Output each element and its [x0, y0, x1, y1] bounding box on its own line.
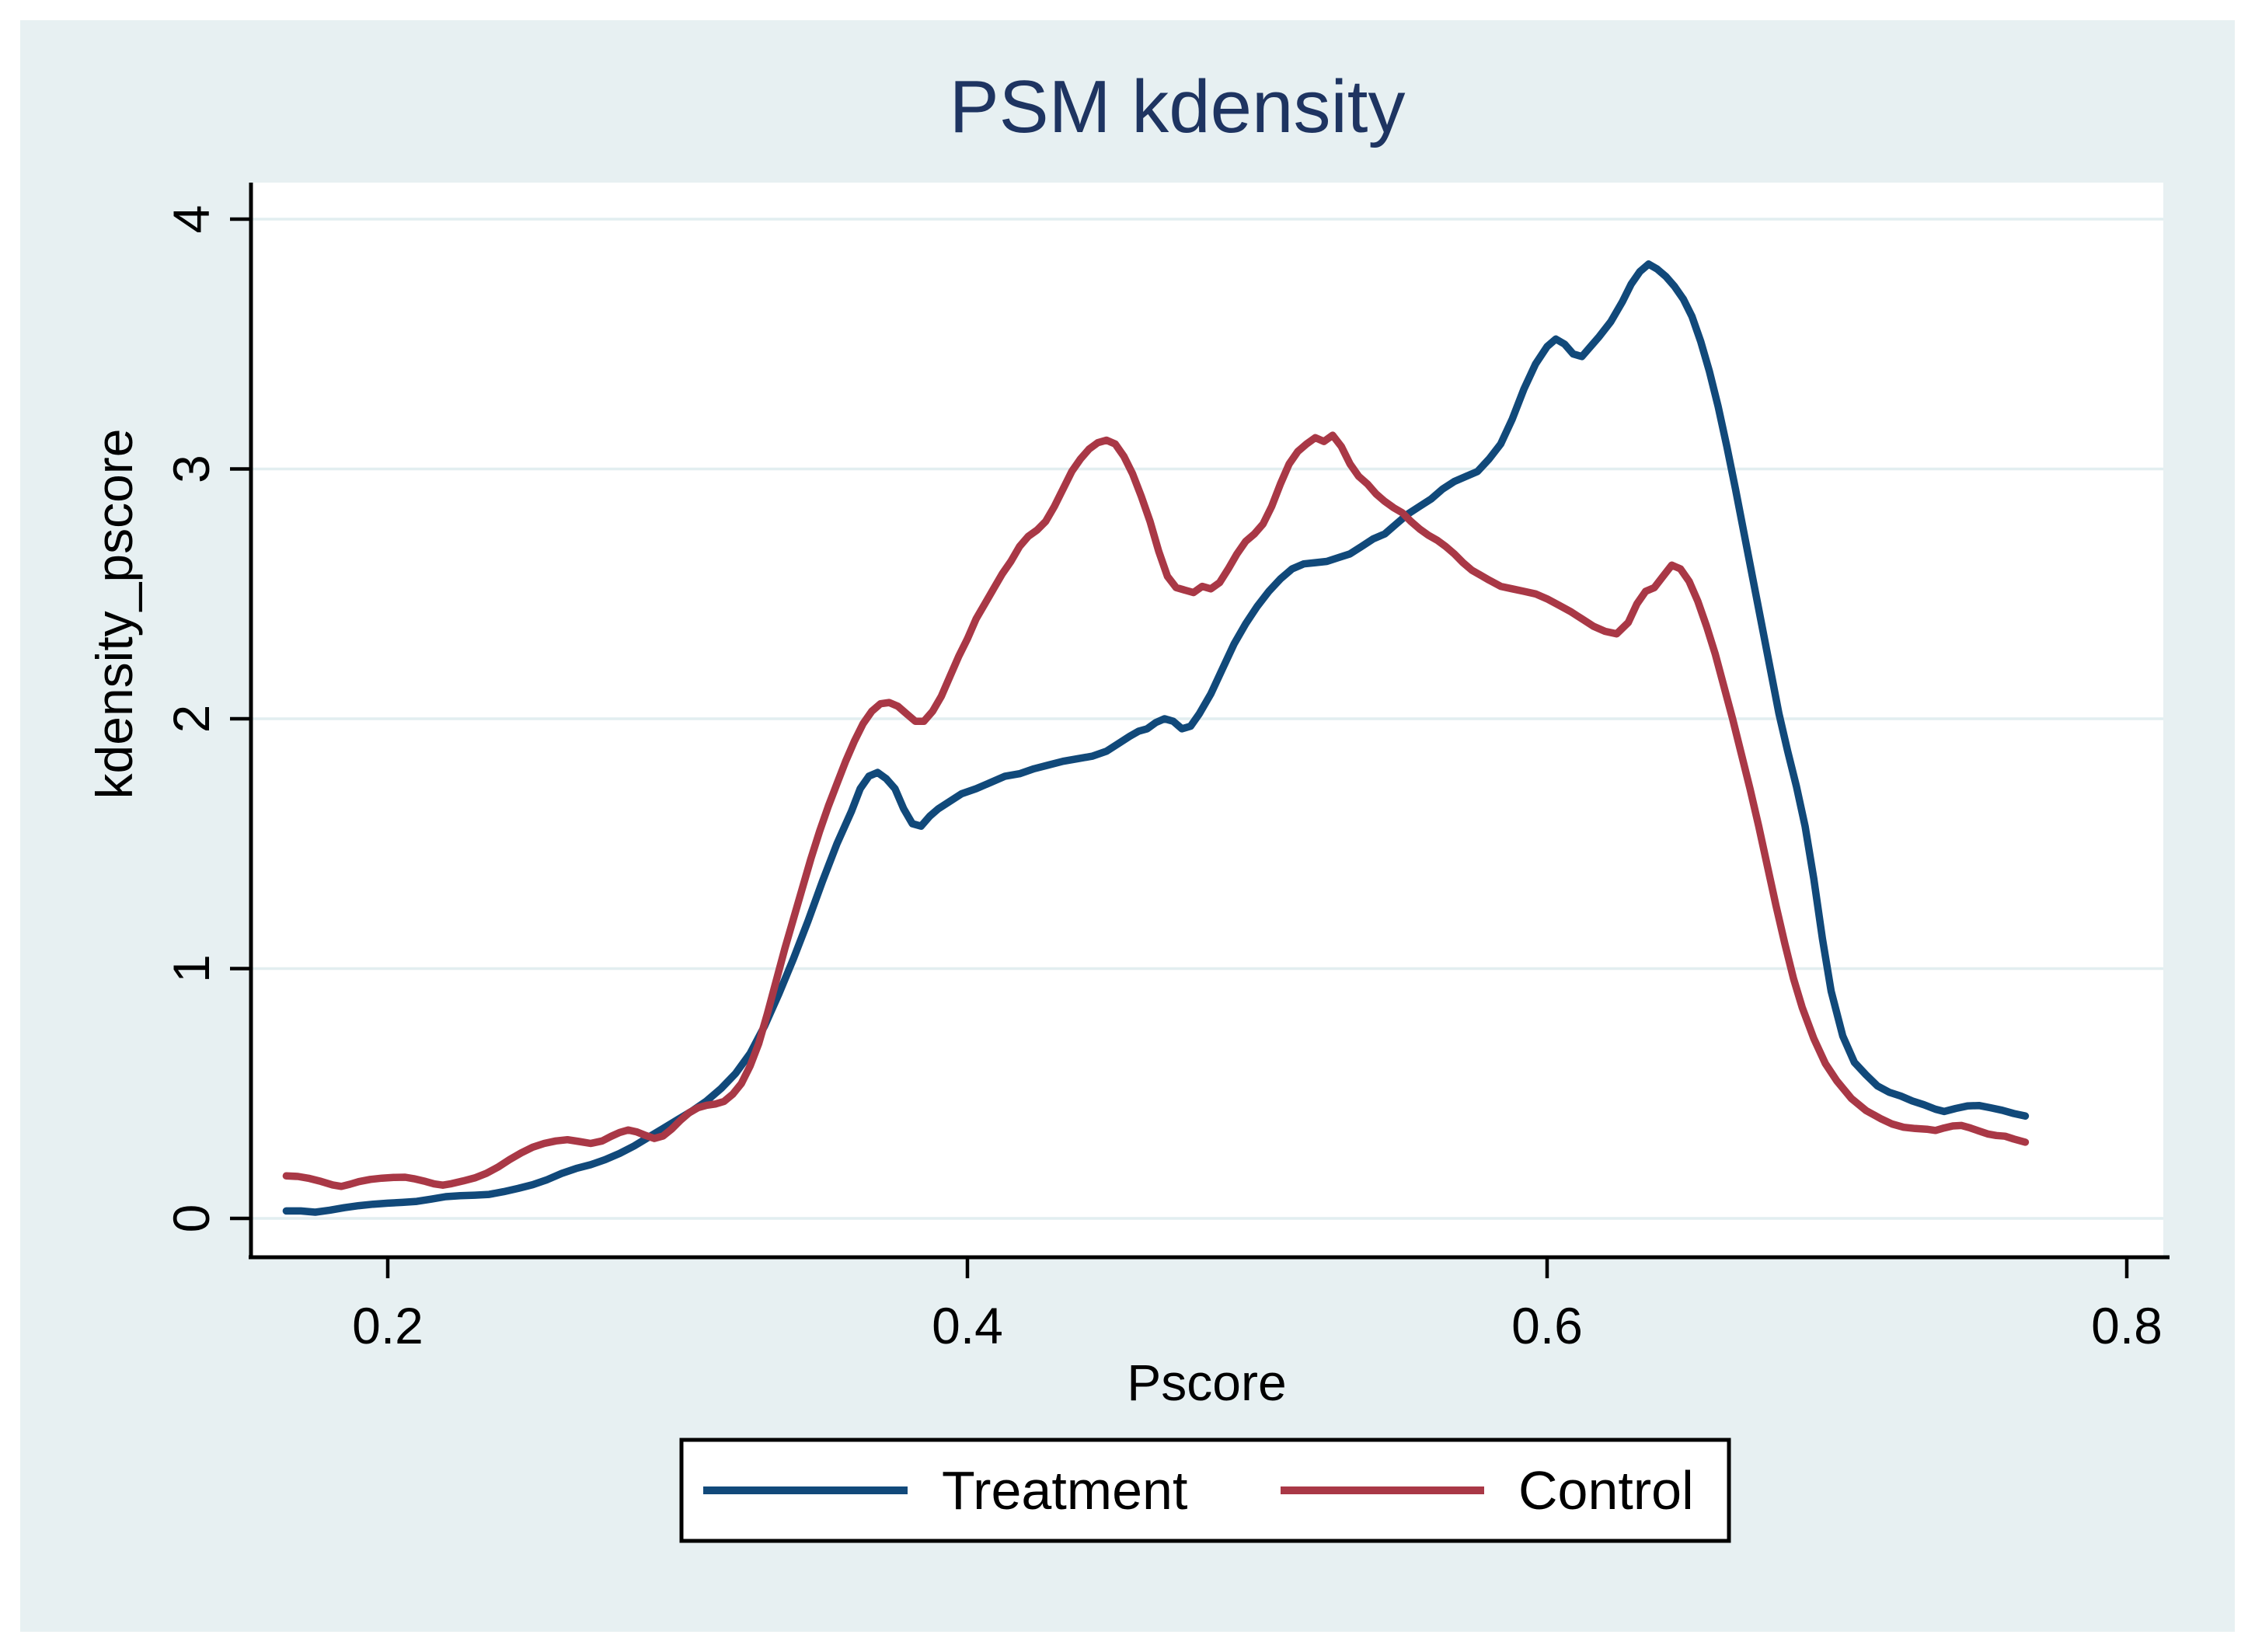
x-tick-label-0.8: 0.8 [2091, 1297, 2163, 1354]
legend-items: Treatment Control [703, 1460, 1694, 1521]
x-axis-title: Pscore [1127, 1354, 1286, 1411]
y-tick-label-3: 3 [162, 455, 220, 483]
x-tick-label-0.2: 0.2 [352, 1297, 423, 1354]
gridlines [251, 218, 2163, 1220]
y-tick-label-4: 4 [162, 205, 220, 234]
legend: Treatment Control [679, 1438, 1731, 1543]
y-tick-label-1: 1 [162, 954, 220, 983]
y-tick-label-0: 0 [162, 1204, 220, 1233]
y-axis-title: kdensity_pscore [85, 429, 143, 800]
density-curves [282, 260, 2030, 1216]
x-tick-label-0.6: 0.6 [1511, 1297, 1583, 1354]
y-tick-label-2: 2 [162, 705, 220, 734]
y-axis-ticks: 0 1 2 3 4 [162, 205, 251, 1233]
legend-label-control: Control [1518, 1460, 1694, 1521]
x-tick-label-0.4: 0.4 [932, 1297, 1003, 1354]
curve-control [282, 431, 2030, 1190]
legend-label-treatment: Treatment [942, 1460, 1187, 1521]
chart-title: PSM kdensity [950, 65, 1406, 148]
x-axis-ticks: 0.2 0.4 0.6 0.8 [352, 1257, 2163, 1354]
